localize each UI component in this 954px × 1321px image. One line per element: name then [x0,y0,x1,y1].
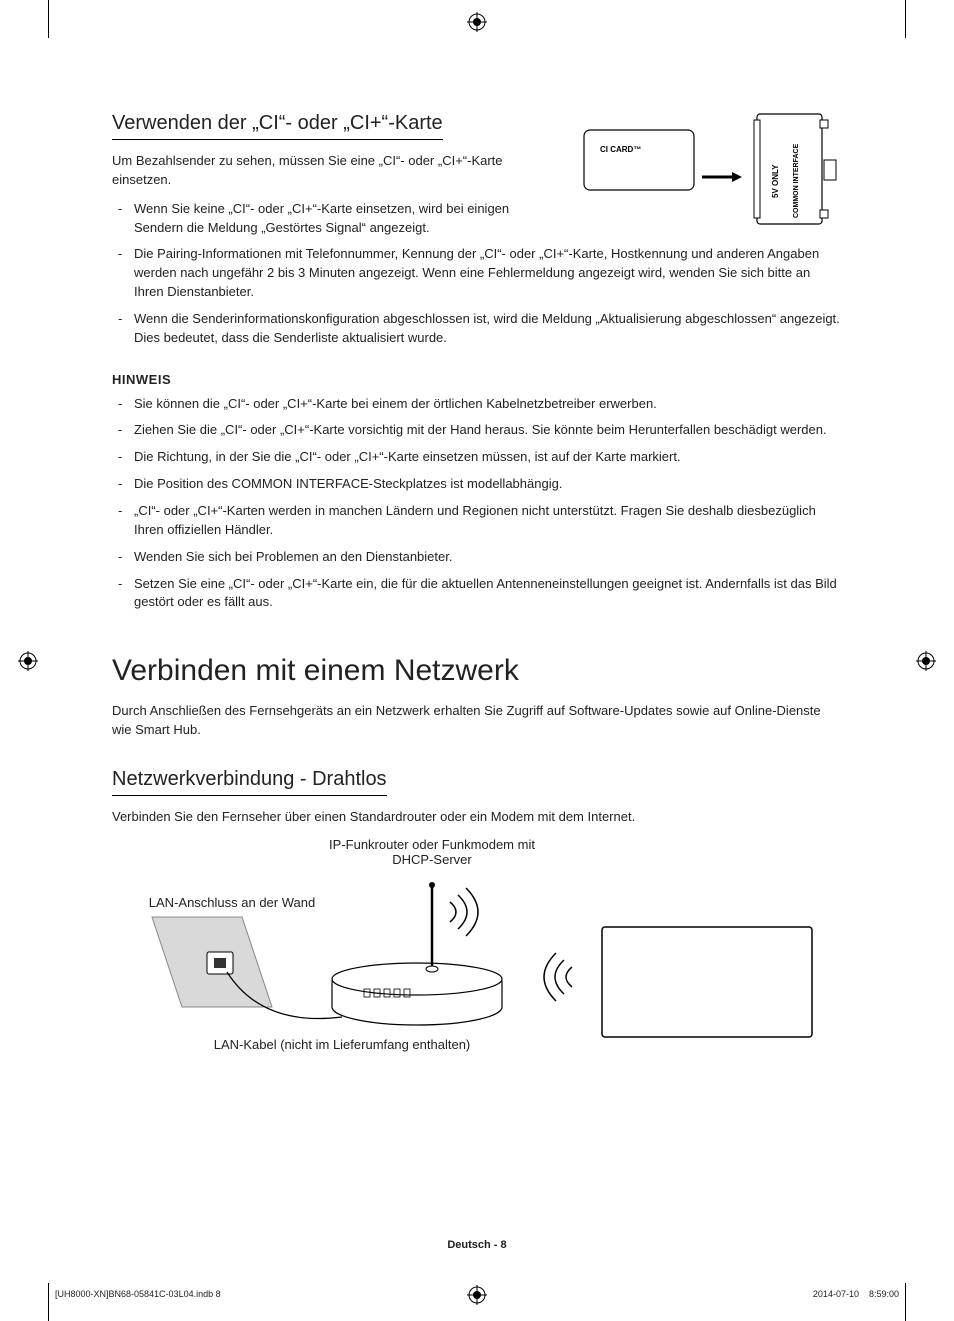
list-item: Die Richtung, in der Sie die „CI“- oder … [112,448,842,467]
registration-mark-icon [916,651,936,671]
crop-mark [905,1283,906,1321]
list-item: Wenn die Senderinformationskonfiguration… [112,310,842,348]
crop-mark [905,0,906,38]
list-item: Die Position des COMMON INTERFACE-Steckp… [112,475,842,494]
hinweis-bullets: Sie können die „CI“- oder „CI+“-Karte be… [112,395,842,613]
crop-mark [48,1283,49,1321]
list-item: „CI“- oder „CI+“-Karten werden in manche… [112,502,842,540]
registration-mark-icon [467,12,487,32]
section2-subintro: Verbinden Sie den Fernseher über einen S… [112,808,842,827]
section1-intro: Um Bezahlsender zu sehen, müssen Sie ein… [112,152,522,190]
section-title-ci: Verwenden der „CI“- oder „CI+“-Karte [112,112,443,140]
list-item: Setzen Sie eine „CI“- oder „CI+“-Karte e… [112,575,842,613]
list-item: Die Pairing-Informationen mit Telefonnum… [112,245,842,302]
list-item: Wenden Sie sich bei Problemen an den Die… [112,548,842,567]
page-content: CI CARD™ 5V ONLY COMMON INTERFACE Verwen… [112,112,842,1057]
list-item: Wenn Sie keine „CI“- oder „CI+“-Karte ei… [112,200,522,238]
hinweis-heading: HINWEIS [112,372,842,387]
svg-text:COMMON INTERFACE: COMMON INTERFACE [793,143,800,218]
list-item: Sie können die „CI“- oder „CI+“-Karte be… [112,395,842,414]
footer-timestamp: 2014-07-10 8:59:00 [813,1289,899,1299]
registration-mark-icon [467,1285,487,1305]
svg-text:5V ONLY: 5V ONLY [771,164,780,198]
network-figure: IP-Funkrouter oder Funkmodem mit DHCP-Se… [112,837,842,1057]
section2-intro: Durch Anschließen des Fernsehgeräts an e… [112,702,842,740]
footer-page-number: Deutsch - 8 [447,1239,506,1251]
footer-filename: [UH8000-XN]BN68-05841C-03L04.indb 8 [55,1289,221,1299]
section-title-wireless: Netzwerkverbindung - Drahtlos [112,768,387,796]
crop-mark [48,0,49,38]
ci-card-figure: CI CARD™ 5V ONLY COMMON INTERFACE [582,112,842,242]
list-item: Ziehen Sie die „CI“- oder „CI+“-Karte vo… [112,421,842,440]
ci-card-label: CI CARD™ [600,145,641,154]
main-title-network: Verbinden mit einem Netzwerk [112,654,842,688]
registration-mark-icon [18,651,38,671]
